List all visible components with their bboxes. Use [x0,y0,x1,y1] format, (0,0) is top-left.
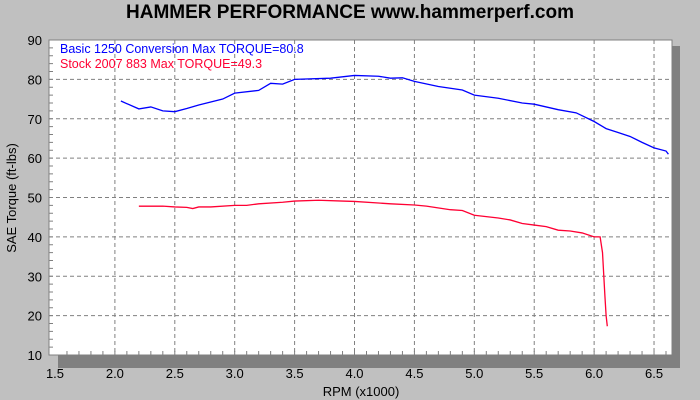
x-tick-label: 5.5 [525,366,543,381]
series-line-1 [138,199,608,327]
y-tick-label: 80 [28,72,42,87]
y-tick-label: 90 [28,33,42,48]
y-tick-label: 40 [28,230,42,245]
legend-entry-1: Stock 2007 883 Max TORQUE=49.3 [60,57,262,71]
x-tick-label: 3.5 [286,366,304,381]
y-tick-label: 60 [28,151,42,166]
y-tick-label: 30 [28,269,42,284]
x-tick-label: 5.0 [465,366,483,381]
x-tick-label: 6.5 [645,366,663,381]
x-tick-label: 4.5 [405,366,423,381]
y-tick-label: 20 [28,309,42,324]
y-tick-label: 50 [28,191,42,206]
x-tick-label: 3.0 [226,366,244,381]
x-axis-label: RPM (x1000) [323,384,400,399]
y-tick-label: 10 [28,348,42,363]
x-tick-label: 6.0 [585,366,603,381]
y-tick-label: 70 [28,112,42,127]
x-tick-label: 4.0 [345,366,363,381]
series-line-0 [120,74,669,155]
x-tick-label: 2.5 [166,366,184,381]
y-axis-label: SAE Torque (ft-lbs) [4,143,19,253]
x-tick-label: 2.0 [106,366,124,381]
x-tick-label: 1.5 [46,366,64,381]
chart-title: HAMMER PERFORMANCE www.hammerperf.com [126,2,574,23]
legend-entry-0: Basic 1250 Conversion Max TORQUE=80.8 [60,42,304,56]
